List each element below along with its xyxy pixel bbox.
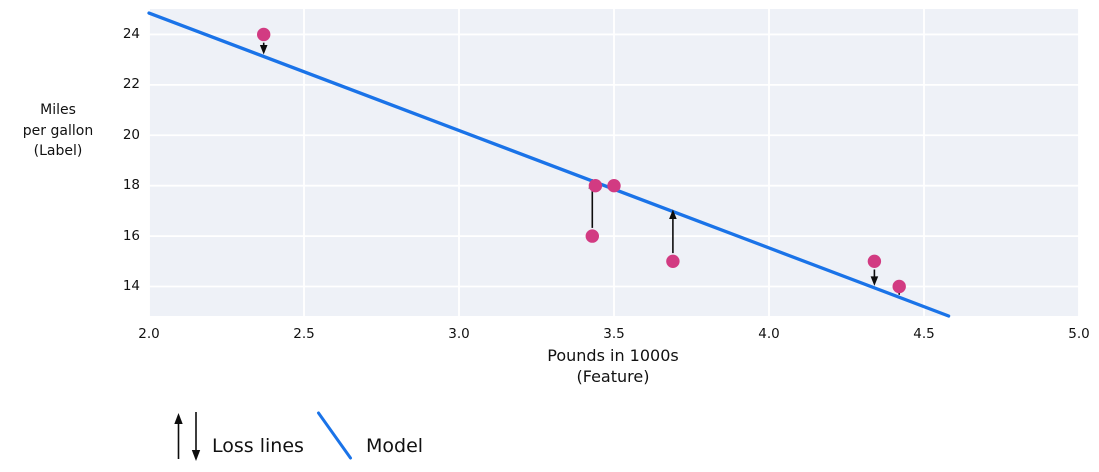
y-tick-label: 14 [122, 278, 140, 294]
legend-model-label: Model [366, 435, 424, 457]
y-tick-label: 20 [122, 126, 140, 143]
data-point [607, 178, 621, 193]
y-tick-label: 24 [122, 25, 140, 42]
y-axis-title-line: Miles [40, 102, 76, 118]
data-point [588, 178, 603, 193]
y-tick-label: 18 [122, 177, 140, 194]
x-axis-title-line: (Feature) [576, 367, 650, 386]
loss-arrow [870, 276, 879, 286]
y-axis-title-line: per gallon [22, 122, 94, 139]
x-tick-label: 2.0 [138, 326, 160, 342]
legend-loss-down-arrow-icon [191, 450, 201, 461]
data-point [585, 229, 599, 243]
x-tick-label: 3.5 [603, 326, 625, 342]
x-tick-label: 5.0 [1068, 326, 1090, 342]
loss-arrow [259, 44, 268, 55]
legend-loss-up-arrow-icon [174, 413, 183, 424]
x-tick-label: 3.0 [448, 326, 470, 342]
data-point [892, 279, 906, 294]
data-point [257, 27, 271, 42]
x-axis-title-line: Pounds in 1000s [547, 346, 679, 365]
legend-loss-lines-label: Loss lines [212, 435, 304, 457]
data-point [666, 254, 680, 269]
data-point [867, 254, 882, 269]
x-axis-title: Pounds in 1000s (Feature) [503, 345, 723, 387]
y-tick-label: 16 [122, 227, 140, 244]
y-tick-label: 22 [122, 76, 140, 93]
y-axis-title: Miles per gallon (Label) [0, 100, 116, 162]
model-line [147, 11, 951, 318]
loss-arrow [669, 209, 677, 220]
y-axis-title-line: (Label) [33, 143, 83, 159]
x-tick-label: 4.5 [913, 326, 935, 342]
x-tick-label: 2.5 [293, 326, 315, 342]
legend-model-line-icon [317, 411, 352, 460]
x-tick-label: 4.0 [758, 326, 780, 342]
